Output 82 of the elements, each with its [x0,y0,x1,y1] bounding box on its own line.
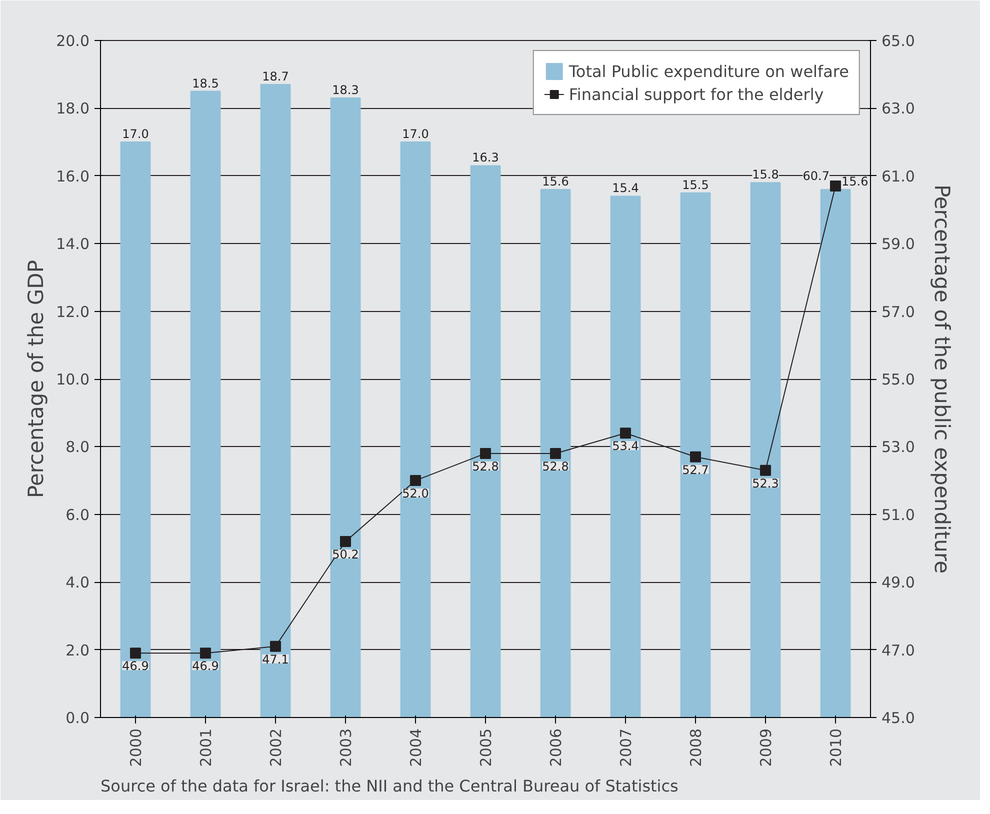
point [480,448,491,459]
data-label: 16.3 [472,150,499,165]
x-tick-label: 2005 [477,728,495,767]
point [340,536,351,547]
bar [680,192,711,718]
y-axis-title: Percentage of the GDP [24,260,48,498]
point [760,464,771,476]
data-label: 46.9 [192,659,219,674]
bar [540,188,571,718]
y2-tick-label: 57.0 [882,302,915,321]
point [830,180,841,192]
y2-tick-label: 59.0 [882,235,915,254]
data-label: 52.8 [542,459,569,474]
y-tick-label: 12.0 [56,302,90,321]
data-label: 52.3 [752,476,779,490]
data-label: 52.0 [402,486,429,501]
y-tick-label: 18.0 [56,100,90,118]
y2-axis-title: Percentage of the public expenditure [930,184,954,574]
data-label: 18.7 [262,70,289,84]
y2-tick-label: 45.0 [882,709,915,727]
point [690,451,701,462]
data-label: 60.7 [802,169,830,184]
point [270,640,281,652]
x-tick-label: 2000 [127,728,145,767]
data-label: 17.0 [402,127,429,142]
data-label: 47.1 [262,652,289,666]
data-label: 18.3 [332,83,359,98]
bar [260,84,291,718]
y-tick-label: 16.0 [56,167,90,186]
point [410,475,421,486]
y-tick-label: 6.0 [66,506,90,524]
y-tick-label: 14.0 [56,235,90,254]
y-tick-label: 0.0 [66,709,90,727]
data-label: 50.2 [332,547,359,562]
legend-label: Financial support for the elderly [568,84,824,104]
data-label: 52.7 [682,462,709,477]
y-tick-label: 8.0 [66,438,90,456]
point [130,648,141,659]
y2-tick-label: 61.0 [882,167,915,186]
point [620,428,631,439]
bar [610,196,641,718]
data-label: 15.6 [842,174,868,188]
bar [400,142,431,718]
y2-tick-label: 65.0 [882,32,915,50]
y2-tick-label: 53.0 [882,438,915,456]
y-tick-label: 20.0 [56,32,90,50]
bar [190,90,221,718]
data-label: 53.4 [612,439,639,454]
bar [470,165,501,718]
point [200,648,211,659]
y-tick-label: 4.0 [66,574,90,592]
x-tick-label: 2004 [407,728,425,767]
data-label: 18.5 [192,76,219,90]
source-note: Source of the data for Israel: the NII and the Central Bureau of Statistics [100,776,678,796]
bar [330,98,361,718]
data-label: 46.9 [122,659,149,674]
bar [820,188,851,718]
x-tick-label: 2009 [757,728,775,767]
x-tick-label: 2010 [827,728,845,767]
y2-tick-label: 63.0 [882,100,915,118]
y2-tick-label: 49.0 [882,574,915,592]
y2-tick-label: 51.0 [882,506,915,524]
data-label: 52.8 [472,459,499,474]
y-tick-label: 2.0 [66,641,90,660]
x-tick-label: 2002 [267,728,285,767]
data-label: 15.4 [612,181,639,196]
x-tick-label: 2003 [337,728,355,767]
x-tick-label: 2006 [547,728,565,767]
y2-tick-label: 47.0 [882,641,915,660]
x-tick-label: 2008 [687,728,705,767]
y-tick-label: 10.0 [56,370,90,388]
data-label: 17.0 [122,127,149,142]
data-label: 15.6 [542,174,569,188]
y2-tick-label: 55.0 [882,370,915,388]
x-tick-label: 2001 [197,728,215,767]
bar [120,142,151,718]
point [550,448,561,459]
data-label: 15.8 [752,168,779,182]
x-tick-label: 2007 [617,728,635,767]
data-label: 15.5 [682,178,709,192]
bar [750,182,781,718]
legend-label: Total Public expenditure on welfare [568,62,849,80]
